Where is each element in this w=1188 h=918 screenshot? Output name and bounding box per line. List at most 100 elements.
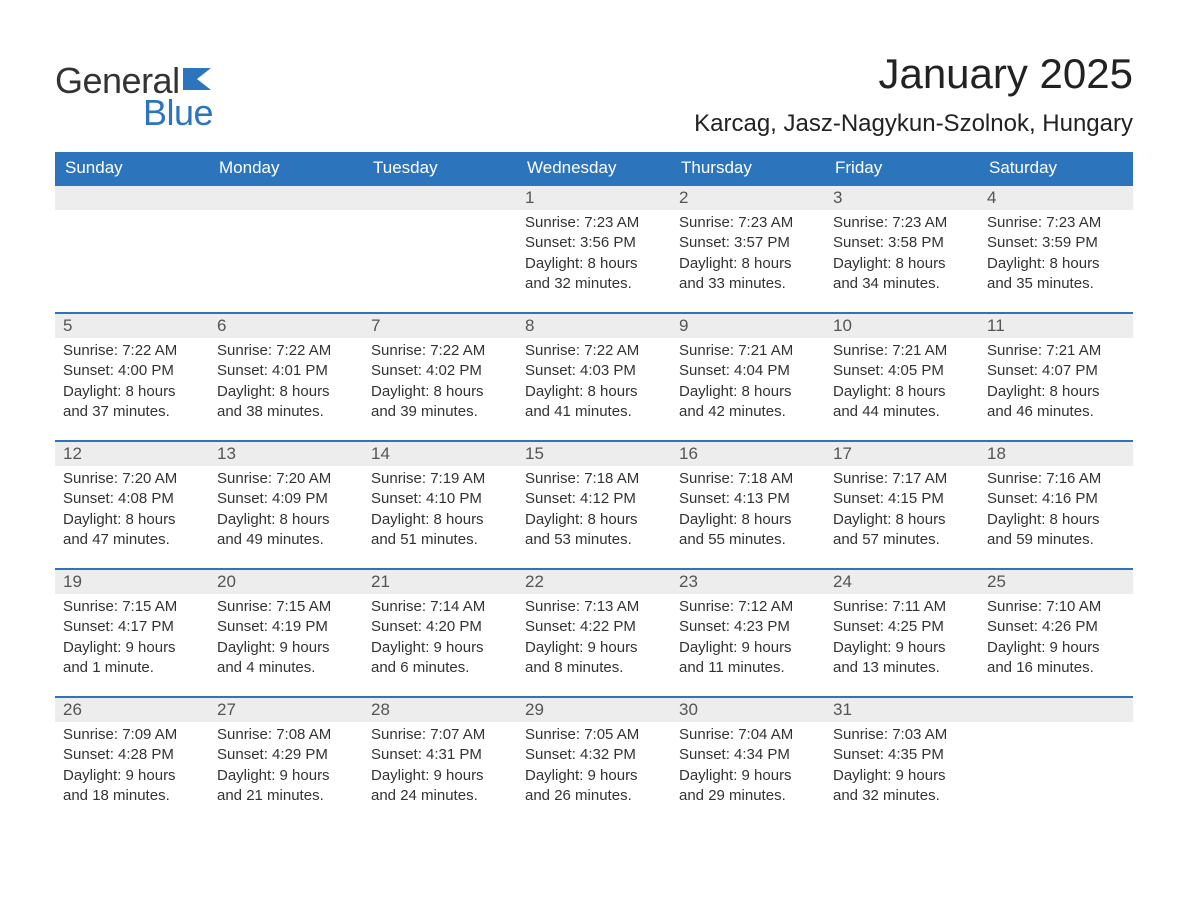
- date-number-strip: 262728293031: [55, 696, 1133, 722]
- date-number-strip: 19202122232425: [55, 568, 1133, 594]
- daylight-text-line2: and 29 minutes.: [679, 786, 817, 806]
- sunrise-text: Sunrise: 7:15 AM: [63, 597, 201, 617]
- daylight-text-line2: and 32 minutes.: [833, 786, 971, 806]
- weekday-header: Tuesday: [363, 152, 517, 184]
- daylight-text-line1: Daylight: 8 hours: [987, 510, 1125, 530]
- daylight-text-line1: Daylight: 9 hours: [371, 766, 509, 786]
- daylight-text-line2: and 38 minutes.: [217, 402, 355, 422]
- day-cell: Sunrise: 7:18 AMSunset: 4:12 PMDaylight:…: [517, 466, 671, 554]
- date-number: 20: [209, 570, 363, 594]
- date-number: 19: [55, 570, 209, 594]
- sunrise-text: Sunrise: 7:18 AM: [679, 469, 817, 489]
- sunset-text: Sunset: 4:16 PM: [987, 489, 1125, 509]
- date-number: 8: [517, 314, 671, 338]
- sunrise-text: Sunrise: 7:17 AM: [833, 469, 971, 489]
- date-number: 24: [825, 570, 979, 594]
- daylight-text-line2: and 18 minutes.: [63, 786, 201, 806]
- daylight-text-line2: and 39 minutes.: [371, 402, 509, 422]
- day-cell: Sunrise: 7:17 AMSunset: 4:15 PMDaylight:…: [825, 466, 979, 554]
- weekday-header: Saturday: [979, 152, 1133, 184]
- month-title: January 2025: [694, 50, 1133, 98]
- day-cell: Sunrise: 7:18 AMSunset: 4:13 PMDaylight:…: [671, 466, 825, 554]
- daylight-text-line1: Daylight: 8 hours: [833, 254, 971, 274]
- daylight-text-line1: Daylight: 8 hours: [525, 254, 663, 274]
- daylight-text-line1: Daylight: 8 hours: [987, 382, 1125, 402]
- daylight-text-line2: and 26 minutes.: [525, 786, 663, 806]
- date-number: 28: [363, 698, 517, 722]
- date-number: 1: [517, 186, 671, 210]
- date-number: 3: [825, 186, 979, 210]
- daylight-text-line1: Daylight: 8 hours: [371, 510, 509, 530]
- daylight-text-line2: and 37 minutes.: [63, 402, 201, 422]
- day-cell: Sunrise: 7:15 AMSunset: 4:17 PMDaylight:…: [55, 594, 209, 682]
- sunrise-text: Sunrise: 7:22 AM: [217, 341, 355, 361]
- date-number: 7: [363, 314, 517, 338]
- day-cell: Sunrise: 7:07 AMSunset: 4:31 PMDaylight:…: [363, 722, 517, 810]
- day-cell: Sunrise: 7:14 AMSunset: 4:20 PMDaylight:…: [363, 594, 517, 682]
- day-cell: [55, 210, 209, 298]
- daylight-text-line2: and 46 minutes.: [987, 402, 1125, 422]
- sunrise-text: Sunrise: 7:21 AM: [987, 341, 1125, 361]
- day-cell: Sunrise: 7:22 AMSunset: 4:00 PMDaylight:…: [55, 338, 209, 426]
- day-cell: Sunrise: 7:13 AMSunset: 4:22 PMDaylight:…: [517, 594, 671, 682]
- daylight-text-line1: Daylight: 8 hours: [679, 254, 817, 274]
- sunset-text: Sunset: 4:02 PM: [371, 361, 509, 381]
- date-number: 29: [517, 698, 671, 722]
- day-cell: Sunrise: 7:23 AMSunset: 3:58 PMDaylight:…: [825, 210, 979, 298]
- sunset-text: Sunset: 4:29 PM: [217, 745, 355, 765]
- sunset-text: Sunset: 3:58 PM: [833, 233, 971, 253]
- day-cell: Sunrise: 7:10 AMSunset: 4:26 PMDaylight:…: [979, 594, 1133, 682]
- sunset-text: Sunset: 4:28 PM: [63, 745, 201, 765]
- day-cell: Sunrise: 7:21 AMSunset: 4:04 PMDaylight:…: [671, 338, 825, 426]
- daylight-text-line1: Daylight: 9 hours: [679, 766, 817, 786]
- date-number: [979, 698, 1133, 722]
- sunrise-text: Sunrise: 7:14 AM: [371, 597, 509, 617]
- day-cell: Sunrise: 7:22 AMSunset: 4:01 PMDaylight:…: [209, 338, 363, 426]
- daylight-text-line2: and 34 minutes.: [833, 274, 971, 294]
- daylight-text-line2: and 11 minutes.: [679, 658, 817, 678]
- day-cell: Sunrise: 7:16 AMSunset: 4:16 PMDaylight:…: [979, 466, 1133, 554]
- sunset-text: Sunset: 4:22 PM: [525, 617, 663, 637]
- weekday-header: Thursday: [671, 152, 825, 184]
- day-cell: [979, 722, 1133, 810]
- sunset-text: Sunset: 4:07 PM: [987, 361, 1125, 381]
- daylight-text-line1: Daylight: 9 hours: [525, 638, 663, 658]
- daylight-text-line1: Daylight: 9 hours: [987, 638, 1125, 658]
- week-body-row: Sunrise: 7:22 AMSunset: 4:00 PMDaylight:…: [55, 338, 1133, 440]
- daylight-text-line2: and 35 minutes.: [987, 274, 1125, 294]
- daylight-text-line2: and 1 minute.: [63, 658, 201, 678]
- day-cell: Sunrise: 7:05 AMSunset: 4:32 PMDaylight:…: [517, 722, 671, 810]
- daylight-text-line1: Daylight: 9 hours: [63, 638, 201, 658]
- daylight-text-line1: Daylight: 9 hours: [525, 766, 663, 786]
- daylight-text-line2: and 4 minutes.: [217, 658, 355, 678]
- date-number: 4: [979, 186, 1133, 210]
- daylight-text-line1: Daylight: 8 hours: [525, 510, 663, 530]
- day-cell: Sunrise: 7:21 AMSunset: 4:05 PMDaylight:…: [825, 338, 979, 426]
- sunrise-text: Sunrise: 7:03 AM: [833, 725, 971, 745]
- date-number: 27: [209, 698, 363, 722]
- day-cell: Sunrise: 7:23 AMSunset: 3:59 PMDaylight:…: [979, 210, 1133, 298]
- sunset-text: Sunset: 4:10 PM: [371, 489, 509, 509]
- sunset-text: Sunset: 3:56 PM: [525, 233, 663, 253]
- sunrise-text: Sunrise: 7:21 AM: [679, 341, 817, 361]
- sunrise-text: Sunrise: 7:16 AM: [987, 469, 1125, 489]
- sunset-text: Sunset: 4:31 PM: [371, 745, 509, 765]
- day-cell: Sunrise: 7:03 AMSunset: 4:35 PMDaylight:…: [825, 722, 979, 810]
- day-cell: Sunrise: 7:23 AMSunset: 3:56 PMDaylight:…: [517, 210, 671, 298]
- date-number: 23: [671, 570, 825, 594]
- sunrise-text: Sunrise: 7:23 AM: [679, 213, 817, 233]
- daylight-text-line1: Daylight: 8 hours: [371, 382, 509, 402]
- sunset-text: Sunset: 4:05 PM: [833, 361, 971, 381]
- date-number: 13: [209, 442, 363, 466]
- sunset-text: Sunset: 4:09 PM: [217, 489, 355, 509]
- daylight-text-line2: and 55 minutes.: [679, 530, 817, 550]
- sunset-text: Sunset: 3:57 PM: [679, 233, 817, 253]
- date-number: 26: [55, 698, 209, 722]
- sunrise-text: Sunrise: 7:07 AM: [371, 725, 509, 745]
- daylight-text-line1: Daylight: 9 hours: [833, 638, 971, 658]
- daylight-text-line1: Daylight: 9 hours: [217, 766, 355, 786]
- daylight-text-line1: Daylight: 8 hours: [833, 510, 971, 530]
- day-cell: Sunrise: 7:20 AMSunset: 4:09 PMDaylight:…: [209, 466, 363, 554]
- weekday-header: Sunday: [55, 152, 209, 184]
- date-number: 6: [209, 314, 363, 338]
